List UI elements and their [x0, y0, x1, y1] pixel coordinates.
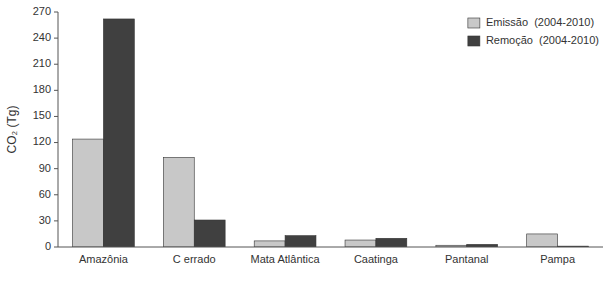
bar	[73, 139, 104, 247]
y-tick	[54, 247, 58, 248]
y-tick-label: 240	[33, 31, 51, 43]
bar	[285, 236, 316, 247]
legend-swatch	[468, 36, 480, 46]
bar	[376, 238, 407, 247]
y-tick	[54, 38, 58, 39]
legend-swatch	[468, 18, 480, 28]
y-tick	[54, 168, 58, 169]
x-tick-label: Pantanal	[445, 253, 488, 265]
y-tick-label: 150	[33, 109, 51, 121]
bar	[163, 157, 194, 247]
y-tick-label: 0	[45, 240, 51, 252]
y-tick	[54, 90, 58, 91]
legend-label: Remoção (2004-2010)	[486, 34, 599, 46]
legend: Emissão (2004-2010) Remoção (2004-2010)	[468, 16, 599, 46]
chart-container: 0 30 60 90 120 150 180 210 240 270 Amazônia C errad…	[0, 0, 615, 285]
x-tick-label: Amazônia	[79, 253, 129, 265]
y-tick-label: 270	[33, 5, 51, 17]
y-tick	[54, 12, 58, 13]
y-tick-label: 30	[39, 214, 51, 226]
axes: 0 30 60 90 120 150 180 210 240 270 Amazônia C errad…	[5, 5, 603, 265]
y-tick-label: 60	[39, 188, 51, 200]
bars	[73, 19, 589, 247]
bar	[194, 220, 225, 247]
y-tick	[54, 64, 58, 65]
y-tick	[54, 116, 58, 117]
chart: 0 30 60 90 120 150 180 210 240 270 Amazônia C errad…	[0, 0, 615, 285]
bar	[345, 240, 376, 247]
y-tick-label: 90	[39, 162, 51, 174]
y-axis-line	[58, 12, 59, 247]
bar	[527, 234, 558, 247]
x-tick-label: Mata Atlântica	[251, 253, 321, 265]
y-tick-label: 180	[33, 83, 51, 95]
x-tick-label: C errado	[173, 253, 216, 265]
legend-label: Emissão (2004-2010)	[486, 16, 594, 28]
y-axis-label: CO₂ (Tg)	[5, 106, 19, 154]
y-tick	[54, 220, 58, 221]
x-tick-label: Caatinga	[354, 253, 399, 265]
y-tick	[54, 194, 58, 195]
x-axis-line	[58, 247, 603, 248]
bar	[103, 19, 134, 247]
y-tick-label: 210	[33, 57, 51, 69]
y-tick-label: 120	[33, 135, 51, 147]
bar	[254, 241, 285, 247]
y-tick	[54, 142, 58, 143]
x-tick-label: Pampa	[540, 253, 576, 265]
